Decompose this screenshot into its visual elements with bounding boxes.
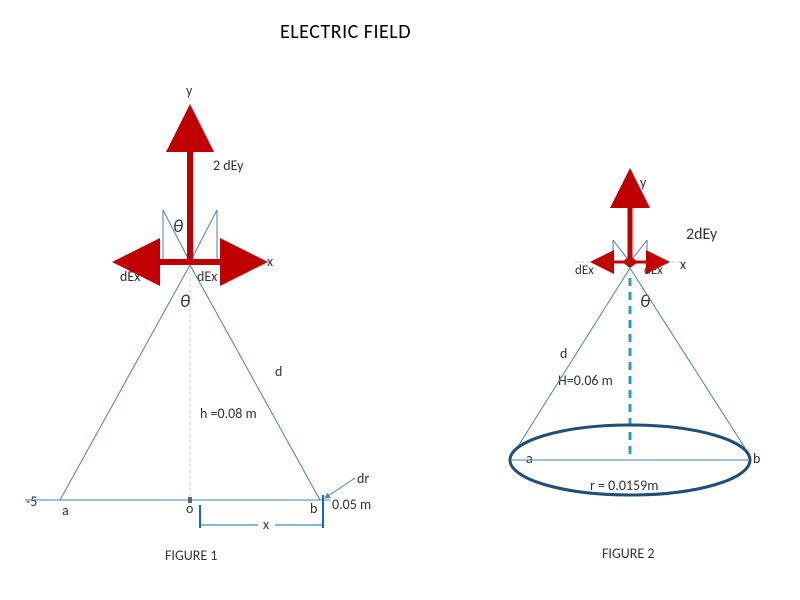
diagram-svg	[0, 0, 800, 600]
